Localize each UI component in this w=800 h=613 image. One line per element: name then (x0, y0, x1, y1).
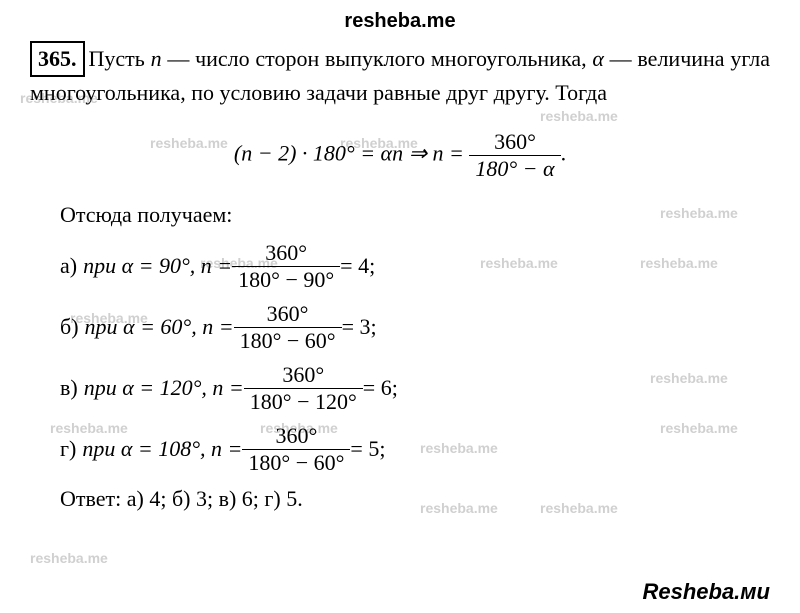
case-d-den: 180° − 60° (242, 450, 350, 476)
case-a-label: а) (60, 253, 77, 279)
watermark: resheba.me (30, 550, 108, 566)
case-c: в) при α = 120°, n = 360° 180° − 120° = … (60, 362, 770, 415)
case-a-frac: 360° 180° − 90° (232, 240, 340, 293)
main-formula: (n − 2) · 180° = αn ⇒ n = 360° 180° − α … (30, 129, 770, 182)
case-c-result: = 6; (363, 375, 398, 401)
intro-2: — число сторон выпуклого многоугольника, (162, 46, 593, 71)
case-c-frac: 360° 180° − 120° (244, 362, 363, 415)
case-d: г) при α = 108°, n = 360° 180° − 60° = 5… (60, 423, 770, 476)
case-d-result: = 5; (350, 436, 385, 462)
case-a-result: = 4; (340, 253, 375, 279)
case-a-den: 180° − 90° (232, 267, 340, 293)
case-b-num: 360° (234, 301, 342, 328)
answer: Ответ: а) 4; б) 3; в) 6; г) 5. (60, 486, 770, 512)
case-c-label: в) (60, 375, 78, 401)
formula-den: 180° − α (469, 156, 560, 182)
case-c-prefix: при α = 120°, n = (84, 375, 244, 401)
intro-n: n (151, 46, 162, 71)
intro-alpha: α (592, 46, 604, 71)
case-c-den: 180° − 120° (244, 389, 363, 415)
derive-text: Отсюда получаем: (60, 202, 770, 228)
formula-left: (n − 2) · 180° = αn ⇒ n = (234, 140, 469, 165)
case-b: б) при α = 60°, n = 360° 180° − 60° = 3; (60, 301, 770, 354)
footer-site: Resheba.мu (642, 579, 770, 605)
case-a: а) при α = 90°, n = 360° 180° − 90° = 4; (60, 240, 770, 293)
case-d-prefix: при α = 108°, n = (82, 436, 242, 462)
case-a-num: 360° (232, 240, 340, 267)
formula-num: 360° (469, 129, 560, 156)
intro-1: Пусть (89, 46, 151, 71)
case-d-label: г) (60, 436, 76, 462)
case-b-frac: 360° 180° − 60° (234, 301, 342, 354)
case-b-prefix: при α = 60°, n = (85, 314, 234, 340)
formula-end: . (561, 140, 567, 165)
case-c-num: 360° (244, 362, 363, 389)
case-d-num: 360° (242, 423, 350, 450)
case-b-label: б) (60, 314, 79, 340)
case-b-den: 180° − 60° (234, 328, 342, 354)
problem-number: 365. (30, 41, 85, 77)
case-a-prefix: при α = 90°, n = (83, 253, 232, 279)
problem-intro: 365.Пусть n — число сторон выпуклого мно… (30, 41, 770, 109)
case-b-result: = 3; (342, 314, 377, 340)
formula-fraction: 360° 180° − α (469, 129, 560, 182)
case-d-frac: 360° 180° − 60° (242, 423, 350, 476)
header-site: resheba.me (30, 10, 770, 33)
